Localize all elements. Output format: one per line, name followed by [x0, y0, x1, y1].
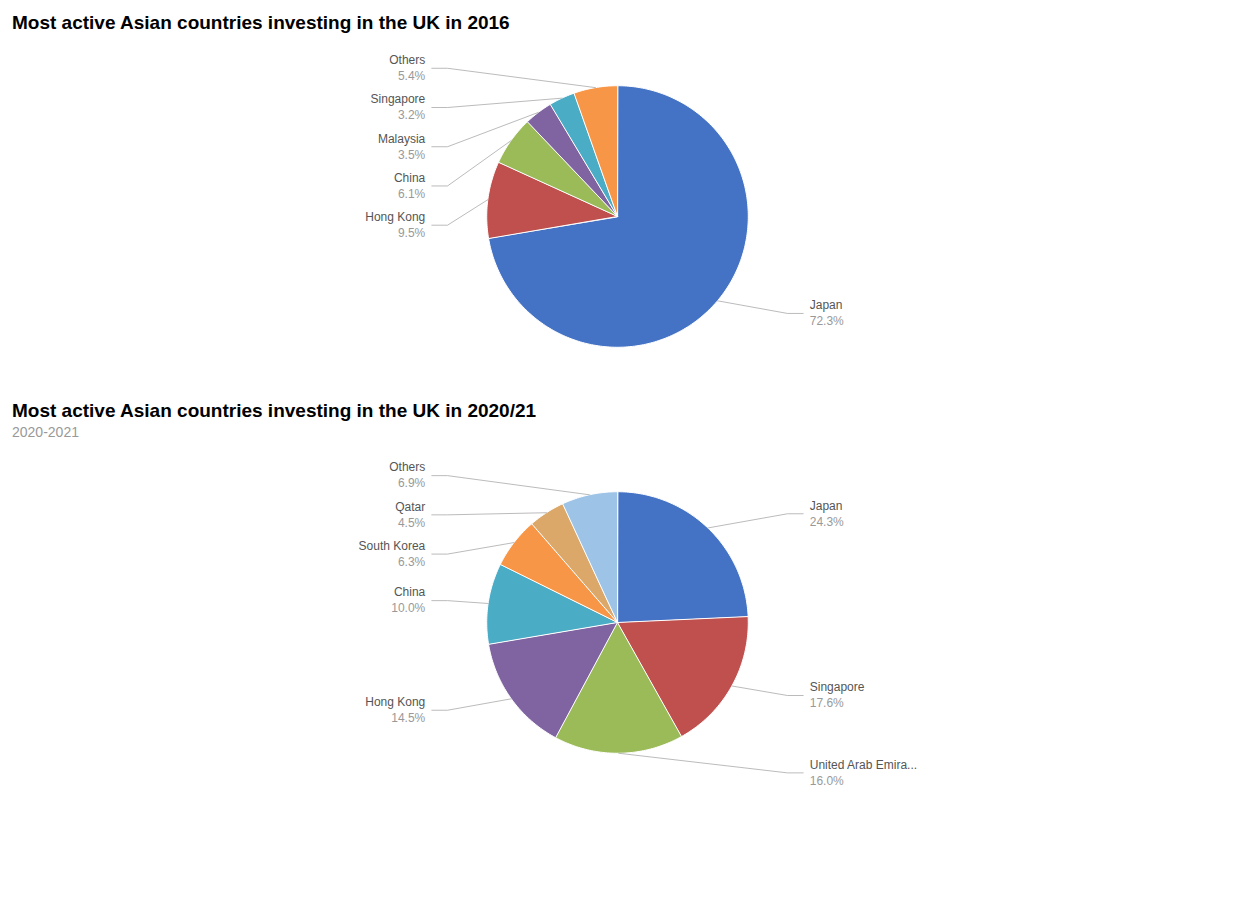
svg-text:5.4%: 5.4%	[398, 69, 426, 83]
svg-text:24.3%: 24.3%	[810, 515, 844, 529]
svg-text:6.3%: 6.3%	[398, 555, 426, 569]
svg-text:3.2%: 3.2%	[398, 108, 426, 122]
svg-text:10.0%: 10.0%	[391, 601, 425, 615]
svg-text:Others: Others	[389, 460, 425, 474]
svg-text:17.6%: 17.6%	[810, 696, 844, 710]
svg-text:China: China	[394, 171, 426, 185]
svg-text:14.5%: 14.5%	[391, 711, 425, 725]
svg-text:Hong Kong: Hong Kong	[365, 210, 425, 224]
svg-text:Malaysia: Malaysia	[378, 132, 426, 146]
html-text:Most active Asian countries in: Most active Asian countries investing in…	[12, 400, 537, 421]
svg-text:Singapore: Singapore	[371, 92, 426, 106]
svg-text:6.9%: 6.9%	[398, 476, 426, 490]
svg-text:3.5%: 3.5%	[398, 148, 426, 162]
svg-text:Singapore: Singapore	[810, 680, 865, 694]
svg-text:South Korea: South Korea	[359, 539, 426, 553]
svg-text:72.3%: 72.3%	[810, 314, 844, 328]
svg-text:4.5%: 4.5%	[398, 516, 426, 530]
svg-text:Japan: Japan	[810, 298, 843, 312]
svg-text:6.1%: 6.1%	[398, 187, 426, 201]
svg-text:China: China	[394, 585, 426, 599]
svg-text:United Arab Emira...: United Arab Emira...	[810, 758, 917, 772]
svg-text:Japan: Japan	[810, 499, 843, 513]
html-text:Most active Asian countries in: Most active Asian countries investing in…	[12, 12, 510, 33]
svg-text:Hong Kong: Hong Kong	[365, 695, 425, 709]
svg-text:16.0%: 16.0%	[810, 774, 844, 788]
html-text:2020-2021: 2020-2021	[12, 424, 79, 440]
svg-text:9.5%: 9.5%	[398, 226, 426, 240]
svg-text:Qatar: Qatar	[395, 500, 425, 514]
svg-text:Others: Others	[389, 53, 425, 67]
